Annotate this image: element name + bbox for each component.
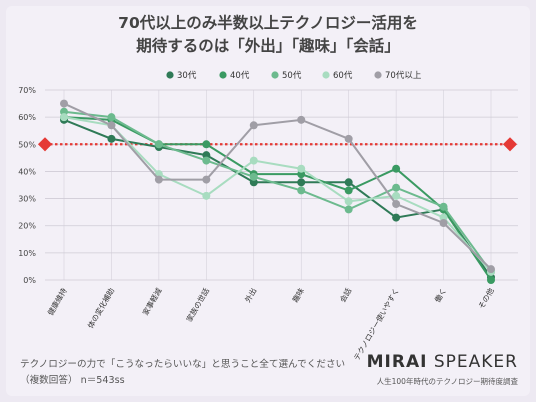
data-point <box>202 156 211 165</box>
data-point <box>107 121 116 130</box>
chart-title-line2: 期待するのは「外出」「趣味」「会話」 <box>136 37 400 55</box>
data-point <box>249 156 258 165</box>
data-point <box>297 164 306 173</box>
data-point <box>392 191 401 200</box>
data-point <box>344 205 353 214</box>
data-point <box>154 140 163 149</box>
data-point <box>107 113 116 122</box>
y-tick-label: 40% <box>18 167 36 176</box>
legend-marker <box>219 71 227 79</box>
reference-marker <box>502 137 518 152</box>
y-tick-label: 50% <box>18 140 36 149</box>
data-point <box>202 191 211 200</box>
x-category-label: 家族の世話 <box>184 286 212 324</box>
data-point <box>392 213 401 222</box>
brand-rest: SPEAKER <box>427 352 518 372</box>
series-line <box>63 116 492 281</box>
chart-title: 70代以上のみ半数以上テクノロジー活用を 期待するのは「外出」「趣味」「会話」 <box>0 12 536 58</box>
data-point <box>107 134 116 143</box>
chart-title-line1: 70代以上のみ半数以上テクノロジー活用を <box>118 14 418 32</box>
brand-bold: MIRAI <box>366 352 428 372</box>
x-category-label: 家事軽減 <box>140 286 164 317</box>
x-category-label: テクノロジー使いやすく <box>351 286 401 362</box>
x-category-label: 会話 <box>337 286 353 304</box>
x-category-label: 外出 <box>242 286 258 304</box>
legend-marker <box>271 71 279 79</box>
data-point <box>392 200 401 208</box>
y-tick-label: 0% <box>23 276 36 285</box>
data-point <box>439 202 448 211</box>
legend-marker <box>166 71 174 79</box>
y-tick-label: 60% <box>18 113 36 122</box>
legend-label: 30代 <box>177 70 197 81</box>
data-point <box>60 99 68 108</box>
data-point <box>344 178 353 187</box>
data-point <box>392 164 401 173</box>
data-point <box>297 178 306 187</box>
y-tick-label: 20% <box>18 222 36 231</box>
x-category-label: 趣味 <box>290 286 306 304</box>
data-point <box>60 113 68 122</box>
data-point <box>202 175 211 184</box>
data-point <box>439 219 448 227</box>
brand-subtitle: 人生100年時代のテクノロジー期待度調査 <box>376 377 518 386</box>
legend-marker <box>374 71 382 79</box>
survey-question: テクノロジーの力で「こうなったらいいな」と思うこと全て選んでください <box>20 359 346 370</box>
data-point <box>344 186 353 195</box>
legend-label: 60代 <box>333 70 353 81</box>
series-line <box>63 102 492 270</box>
legend-label: 50代 <box>282 70 302 81</box>
data-point <box>392 183 401 192</box>
legend-label: 70代以上 <box>385 70 422 81</box>
y-tick-label: 30% <box>18 195 36 204</box>
data-point <box>249 172 258 181</box>
data-point <box>202 140 211 149</box>
data-point <box>487 276 495 284</box>
data-point <box>344 134 353 143</box>
chart-card <box>6 6 530 396</box>
y-tick-label: 10% <box>18 249 36 258</box>
data-point <box>297 186 306 195</box>
x-category-label: 働く <box>432 286 448 304</box>
legend-label: 40代 <box>230 70 250 81</box>
reference-marker <box>37 137 53 152</box>
legend-marker <box>322 71 330 79</box>
y-tick-label: 70% <box>18 86 36 95</box>
data-point <box>487 265 495 274</box>
brand-logo: MIRAI SPEAKER <box>367 352 518 372</box>
data-point <box>297 115 306 124</box>
data-point <box>249 121 258 130</box>
x-category-label: その他 <box>476 286 496 311</box>
data-point <box>344 197 353 206</box>
data-point <box>154 175 163 184</box>
series-line <box>63 110 492 273</box>
x-category-label: 健康維持 <box>45 286 69 317</box>
sample-note: （複数回答） n＝543ss <box>20 375 125 386</box>
series-line <box>63 116 492 273</box>
x-category-label: 体の変化補助 <box>85 286 116 330</box>
